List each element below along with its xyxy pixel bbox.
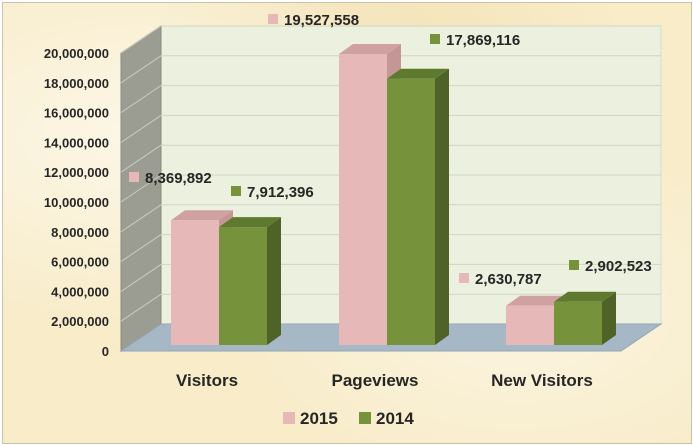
bar-chart-3d: 0 2,000,000 4,000,000 6,000,000 8,000,000 10,… — [44, 12, 663, 428]
bar-2014-pageviews — [387, 78, 435, 345]
y-tick-label: 16,000,000 — [44, 106, 109, 121]
bar-side — [435, 68, 449, 345]
legend-swatch — [359, 412, 371, 424]
bars — [171, 44, 616, 345]
bar-2015-visitors — [171, 220, 219, 345]
data-label: 8,369,892 — [145, 170, 212, 187]
gridline-side — [120, 85, 162, 114]
y-axis-ticks: 0 2,000,000 4,000,000 6,000,000 8,000,000 10,… — [44, 46, 109, 359]
y-tick-label: 8,000,000 — [51, 225, 109, 240]
gridline-side — [120, 25, 162, 54]
bar-top — [219, 217, 281, 228]
data-label-key — [268, 14, 278, 24]
bar-2015-pageviews — [339, 54, 387, 345]
data-label: 19,527,558 — [284, 12, 359, 29]
gridline-side — [120, 204, 162, 233]
category-label: Pageviews — [332, 371, 419, 390]
y-tick-label: 18,000,000 — [44, 76, 109, 91]
y-tick-label: 12,000,000 — [44, 165, 109, 180]
legend-entry: 2015 — [300, 409, 338, 428]
gridline-side — [120, 144, 162, 173]
category-label: Visitors — [176, 371, 238, 390]
data-label: 17,869,116 — [446, 32, 520, 49]
bar-2014-visitors — [219, 227, 267, 345]
data-label-key — [569, 260, 579, 270]
y-tick-label: 2,000,000 — [51, 314, 109, 329]
category-label: New Visitors — [491, 371, 593, 390]
data-label-key — [129, 172, 139, 182]
gridline-side — [120, 234, 162, 263]
y-tick-label: 4,000,000 — [51, 284, 109, 299]
gridline-side — [120, 293, 162, 322]
y-tick-label: 10,000,000 — [44, 195, 109, 210]
bar-top — [554, 291, 616, 302]
bar-top — [506, 295, 568, 306]
data-label-key — [459, 273, 469, 283]
bar-top — [339, 44, 401, 55]
x-axis-categories: Visitors Pageviews New Visitors — [176, 371, 593, 390]
y-tick-label: 14,000,000 — [44, 135, 109, 150]
legend-swatch — [283, 412, 295, 424]
bar-top — [387, 68, 449, 79]
legend-entry: 2014 — [376, 409, 414, 428]
data-label-key — [231, 186, 241, 196]
gridline-side — [120, 263, 162, 292]
bar-2014-new-visitors — [554, 301, 602, 345]
legend: 2015 2014 — [283, 409, 414, 428]
gridline-side — [120, 174, 162, 203]
y-tick-label: 0 — [102, 344, 109, 359]
data-label: 7,912,396 — [247, 184, 314, 201]
gridline-side — [120, 55, 162, 84]
bar-side — [602, 291, 616, 345]
y-tick-label: 20,000,000 — [44, 46, 109, 61]
data-label: 2,630,787 — [475, 271, 542, 288]
data-label-key — [430, 34, 440, 44]
data-labels: 8,369,892 19,527,558 2,630,787 7,912,396 17,… — [129, 12, 652, 288]
bar-top — [171, 210, 233, 221]
bar-side — [267, 217, 281, 345]
y-tick-label: 6,000,000 — [51, 255, 109, 270]
data-label: 2,902,523 — [585, 258, 652, 275]
bar-2015-new-visitors — [506, 305, 554, 345]
gridline-side — [120, 114, 162, 143]
